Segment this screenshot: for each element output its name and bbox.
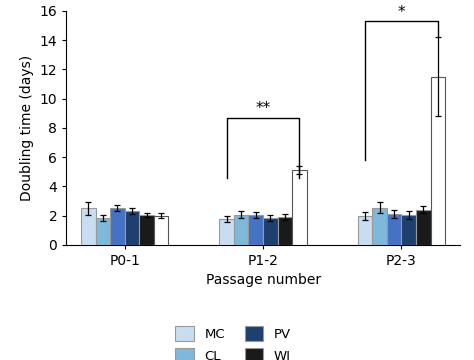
Bar: [248, 215, 263, 245]
Text: *: *: [398, 5, 405, 20]
Bar: [110, 208, 125, 245]
Bar: [278, 217, 292, 245]
Bar: [387, 214, 401, 245]
Bar: [234, 215, 248, 245]
Bar: [416, 210, 431, 245]
Y-axis label: Doubling time (days): Doubling time (days): [20, 55, 34, 201]
Bar: [292, 170, 307, 245]
Bar: [95, 218, 110, 245]
Text: **: **: [255, 101, 271, 116]
X-axis label: Passage number: Passage number: [206, 273, 320, 287]
Bar: [154, 216, 168, 245]
Bar: [263, 218, 278, 245]
Bar: [125, 211, 139, 245]
Bar: [81, 208, 95, 245]
Bar: [139, 215, 154, 245]
Bar: [358, 216, 373, 245]
Bar: [431, 77, 445, 245]
Bar: [219, 219, 234, 245]
Legend: MC, CL, PA, PV, WJ, bMSC: MC, CL, PA, PV, WJ, bMSC: [175, 326, 311, 360]
Bar: [401, 215, 416, 245]
Bar: [373, 207, 387, 245]
